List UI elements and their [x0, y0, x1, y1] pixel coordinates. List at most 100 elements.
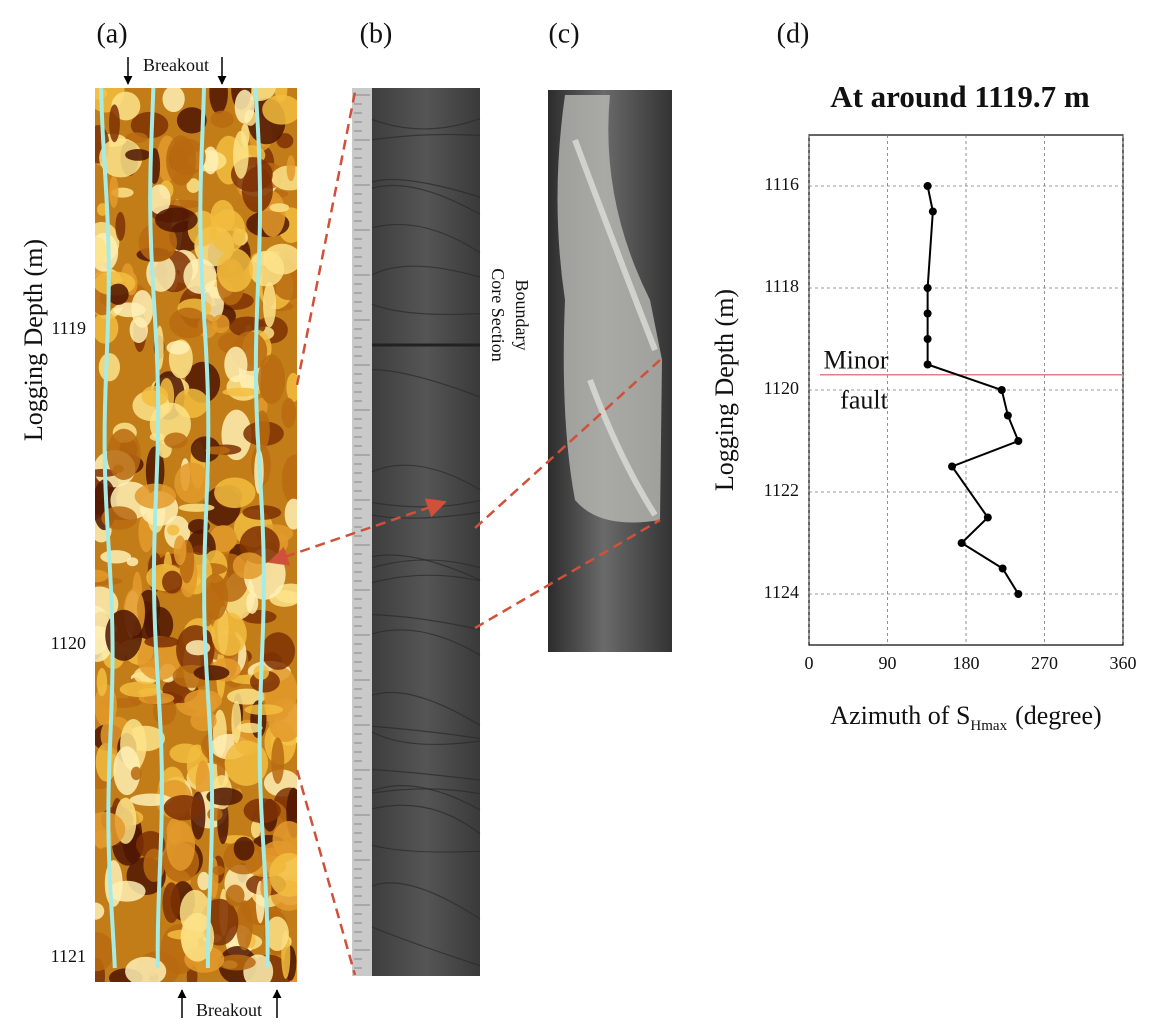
boundary-label: Boundary [512, 280, 532, 351]
texture [166, 135, 197, 186]
texture [210, 110, 234, 128]
texture [262, 94, 297, 125]
texture [191, 545, 210, 555]
crack [371, 303, 481, 315]
core-photo [548, 90, 672, 652]
texture [206, 787, 243, 806]
crack [371, 464, 481, 491]
texture [209, 88, 228, 114]
annotation: fault [840, 386, 888, 415]
texture [217, 954, 256, 971]
texture [109, 104, 120, 143]
texture [240, 123, 250, 147]
connectors [268, 91, 661, 976]
texture [115, 211, 126, 241]
texture [148, 184, 171, 215]
crack [371, 368, 481, 398]
texture [125, 956, 167, 982]
crack [371, 768, 481, 781]
texture [96, 668, 108, 697]
texture [95, 569, 109, 583]
texture [281, 397, 297, 429]
texture [232, 552, 266, 580]
texture [174, 462, 211, 504]
texture [234, 89, 255, 124]
texture [106, 428, 141, 480]
crack [371, 785, 481, 811]
fault-texture [572, 138, 658, 517]
point [923, 335, 932, 343]
texture [237, 722, 263, 734]
texture [244, 704, 284, 716]
track-line [148, 88, 164, 969]
texture [209, 525, 238, 553]
texture [281, 454, 297, 505]
crack [371, 725, 481, 740]
texture [95, 312, 119, 344]
texture [154, 207, 198, 233]
texture [100, 550, 132, 564]
texture [197, 871, 210, 891]
texture [162, 570, 183, 594]
connector [295, 769, 357, 976]
texture [129, 316, 148, 344]
texture [231, 700, 242, 744]
texture [144, 636, 180, 648]
crack [371, 804, 481, 835]
texture [286, 372, 297, 403]
texture [265, 916, 289, 952]
texture [190, 710, 217, 732]
connector [474, 518, 661, 630]
texture [137, 635, 181, 681]
texture [216, 248, 254, 293]
texture [263, 281, 277, 328]
texture [224, 346, 248, 383]
texture [258, 354, 286, 404]
crack [371, 731, 481, 746]
point [983, 513, 992, 522]
panel-label: (c) [548, 18, 579, 49]
texture [190, 436, 221, 463]
texture [184, 689, 223, 712]
y-tick-label: 1124 [764, 582, 799, 602]
crack [371, 178, 481, 198]
texture [276, 133, 294, 149]
boundary-label: Core Section [488, 268, 508, 361]
point [1014, 590, 1023, 598]
point [923, 284, 932, 292]
crack [371, 223, 481, 254]
crack [371, 788, 481, 795]
texture [227, 688, 267, 705]
texture [212, 865, 225, 876]
texture [201, 573, 229, 620]
point [957, 539, 966, 547]
x-tick-label: 360 [1110, 653, 1137, 673]
texture [236, 900, 253, 951]
texture [214, 477, 256, 509]
point [948, 462, 957, 471]
axis-title: Azimuth of SHmax (degree) [830, 701, 1101, 734]
texture [269, 203, 290, 213]
texture [125, 132, 148, 143]
axis-title: Logging Depth (m) [710, 289, 739, 491]
crack [371, 691, 481, 726]
texture [210, 209, 246, 254]
texture [261, 632, 296, 670]
image-log [95, 88, 297, 982]
axis-title: Logging Depth (m) [19, 239, 48, 441]
texture [241, 610, 277, 624]
texture [95, 902, 105, 920]
texture [162, 882, 181, 924]
texture [101, 506, 138, 530]
texture [95, 811, 126, 848]
texture [166, 821, 196, 871]
texture [130, 111, 169, 139]
texture [186, 178, 201, 193]
track-line [99, 88, 117, 969]
texture [222, 387, 262, 397]
point [1003, 411, 1012, 420]
point [923, 360, 932, 369]
texture [211, 612, 247, 656]
panel-label: (b) [360, 18, 393, 49]
